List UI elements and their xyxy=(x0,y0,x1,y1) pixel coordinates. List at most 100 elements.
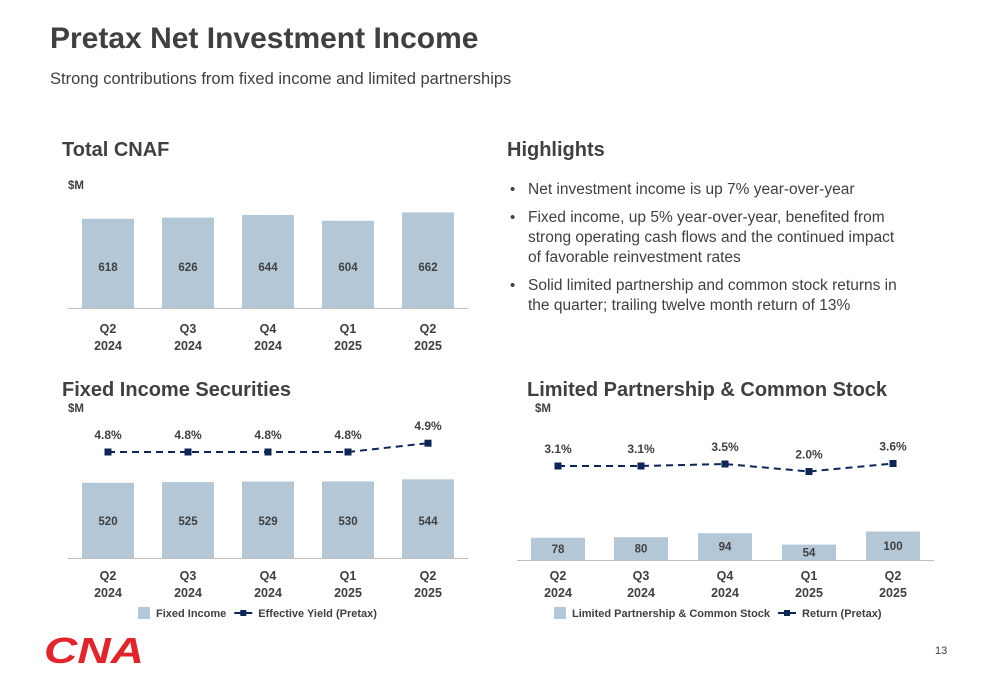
cna-logo: CNA xyxy=(44,633,144,667)
legend-label-line-fixed: Effective Yield (Pretax) xyxy=(258,608,377,620)
bar-total-0 xyxy=(82,218,134,308)
bar-label-fixed-3: 530 xyxy=(338,516,357,528)
line-series-lp xyxy=(558,462,894,473)
bar-label-lp-4: 100 xyxy=(883,541,902,553)
line-label-lp-2: 3.5% xyxy=(711,440,739,454)
bar-fixed-1 xyxy=(162,482,214,558)
bar-label-lp-1: 80 xyxy=(635,544,648,556)
bar-total-4 xyxy=(402,212,454,308)
tick-quarter-fixed-2: Q4 xyxy=(260,569,277,583)
tick-quarter-fixed-4: Q2 xyxy=(420,569,437,583)
bar-label-total-3: 604 xyxy=(338,262,358,274)
line-label-lp-1: 3.1% xyxy=(627,442,655,456)
tick-year-lp-4: 2025 xyxy=(879,586,907,600)
bar-fixed-4 xyxy=(402,479,454,558)
legend-swatch-bar-lp xyxy=(554,607,566,619)
tick-quarter-total-4: Q2 xyxy=(420,322,437,336)
bar-lp-3 xyxy=(782,544,836,560)
bar-label-fixed-1: 525 xyxy=(178,516,198,528)
line-marker-lp-3 xyxy=(805,468,813,475)
bar-label-fixed-2: 529 xyxy=(258,516,277,528)
lp-common-stock-unit: $M xyxy=(535,403,551,415)
legend-label-bar-lp: Limited Partnership & Common Stock xyxy=(572,608,771,620)
highlight-item: Fixed income, up 5% year-over-year, bene… xyxy=(508,208,908,268)
line-marker-fixed-2 xyxy=(264,448,272,456)
bar-label-lp-0: 78 xyxy=(552,544,565,556)
tick-quarter-total-1: Q3 xyxy=(180,322,197,336)
highlights-title: Highlights xyxy=(507,139,605,161)
tick-quarter-fixed-3: Q1 xyxy=(340,569,357,583)
bar-label-total-4: 662 xyxy=(418,262,437,274)
bar-label-lp-2: 94 xyxy=(719,542,732,554)
fixed-income-title: Fixed Income Securities xyxy=(62,379,291,401)
line-marker-fixed-4 xyxy=(424,439,432,447)
line-marker-lp-0 xyxy=(554,462,562,470)
legend-swatch-bar-fixed xyxy=(138,607,150,619)
line-label-lp-0: 3.1% xyxy=(544,442,572,456)
tick-year-fixed-0: 2024 xyxy=(94,586,122,600)
tick-quarter-total-0: Q2 xyxy=(100,322,117,336)
tick-quarter-lp-2: Q4 xyxy=(717,569,734,583)
bar-lp-0 xyxy=(531,537,585,560)
tick-quarter-lp-0: Q2 xyxy=(550,569,567,583)
bar-total-3 xyxy=(322,220,374,308)
tick-year-lp-2: 2024 xyxy=(711,586,739,600)
tick-quarter-lp-4: Q2 xyxy=(885,569,902,583)
tick-year-lp-1: 2024 xyxy=(627,586,655,600)
tick-quarter-lp-3: Q1 xyxy=(801,569,818,583)
tick-quarter-fixed-1: Q3 xyxy=(180,569,197,583)
page-title: Pretax Net Investment Income xyxy=(50,22,479,55)
line-label-fixed-1: 4.8% xyxy=(174,428,202,442)
line-marker-fixed-3 xyxy=(344,448,352,456)
bar-label-lp-3: 54 xyxy=(803,547,816,559)
line-label-lp-3: 2.0% xyxy=(795,448,823,462)
line-marker-lp-1 xyxy=(637,462,645,470)
svg-text:CNA: CNA xyxy=(44,633,144,667)
fixed-income-unit: $M xyxy=(68,403,84,415)
bar-fixed-2 xyxy=(242,481,294,558)
highlights-list: Net investment income is up 7% year-over… xyxy=(508,180,908,324)
tick-quarter-total-3: Q1 xyxy=(340,322,357,336)
line-label-fixed-0: 4.8% xyxy=(94,428,122,442)
legend-swatch-marker-fixed xyxy=(240,610,247,616)
tick-year-lp-3: 2025 xyxy=(795,586,823,600)
tick-year-total-4: 2025 xyxy=(414,339,442,353)
line-label-lp-4: 3.6% xyxy=(879,440,907,454)
bar-fixed-0 xyxy=(82,482,134,558)
bar-label-fixed-0: 520 xyxy=(98,516,117,528)
legend-label-line-lp: Return (Pretax) xyxy=(802,608,882,620)
highlight-item: Solid limited partnership and common sto… xyxy=(508,276,908,316)
highlight-item: Net investment income is up 7% year-over… xyxy=(508,180,908,200)
tick-quarter-total-2: Q4 xyxy=(260,322,277,336)
line-label-fixed-3: 4.8% xyxy=(334,428,362,442)
bar-fixed-3 xyxy=(322,481,374,558)
tick-quarter-fixed-0: Q2 xyxy=(100,569,117,583)
tick-year-lp-0: 2024 xyxy=(544,586,572,600)
tick-year-fixed-1: 2024 xyxy=(174,586,202,600)
bar-lp-4 xyxy=(866,531,920,560)
total-cnaf-unit: $M xyxy=(68,180,84,192)
lp-common-stock-title: Limited Partnership & Common Stock xyxy=(527,379,888,401)
page-number: 13 xyxy=(935,645,948,657)
tick-year-total-1: 2024 xyxy=(174,339,202,353)
bar-lp-2 xyxy=(698,533,752,560)
bar-lp-1 xyxy=(614,537,668,560)
legend-swatch-marker-lp xyxy=(784,610,791,616)
line-marker-lp-2 xyxy=(721,460,729,468)
tick-year-fixed-2: 2024 xyxy=(254,586,282,600)
bar-label-total-0: 618 xyxy=(98,262,118,274)
line-label-fixed-2: 4.8% xyxy=(254,428,282,442)
tick-quarter-lp-1: Q3 xyxy=(633,569,650,583)
bar-label-total-1: 626 xyxy=(178,262,197,274)
tick-year-fixed-3: 2025 xyxy=(334,586,362,600)
line-marker-fixed-1 xyxy=(184,448,192,456)
page-subtitle: Strong contributions from fixed income a… xyxy=(50,70,512,88)
bar-total-1 xyxy=(162,217,214,308)
line-label-fixed-4: 4.9% xyxy=(414,419,442,433)
legend-label-bar-fixed: Fixed Income xyxy=(156,608,226,620)
bar-label-total-2: 644 xyxy=(258,262,278,274)
total-cnaf-title: Total CNAF xyxy=(62,139,170,161)
